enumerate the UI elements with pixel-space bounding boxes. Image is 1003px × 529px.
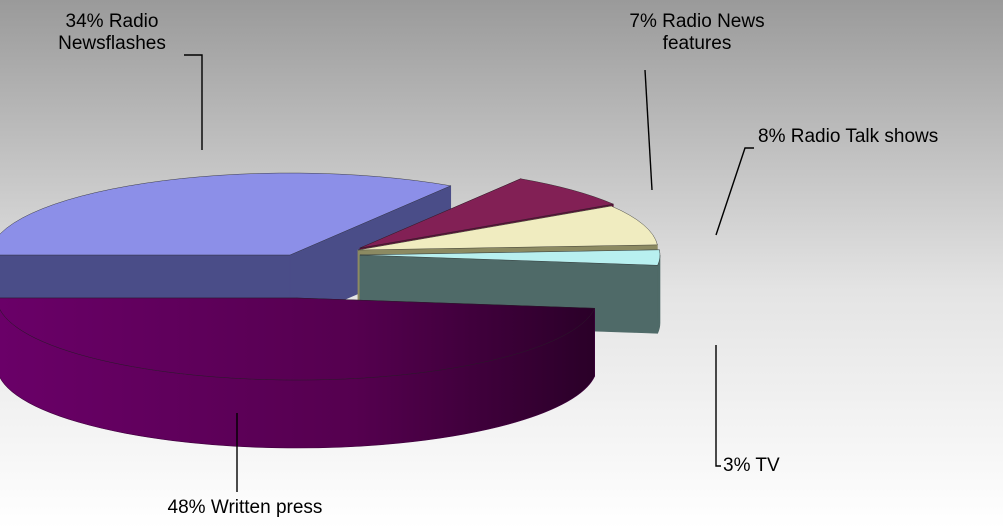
pie-slice-newsflash-top [0,172,452,256]
slice-labels: 34% Radio Newsflashes 7% Radio News feature… [58,11,938,518]
pie-slice-written-top [0,297,595,381]
slice-label-features-line-0: 7% Radio News [629,11,764,32]
slice-label-features-line-1: features [663,33,732,54]
leader-lines [184,54,754,492]
pie-slices [0,172,661,449]
leader-line-features [644,69,653,191]
slice-label-talk-line-0: 8% Radio Talk shows [758,126,938,147]
leader-line-tv [715,345,721,467]
leader-line-talk [715,147,754,236]
slice-label-tv-line-0: 3% TV [723,455,780,476]
leader-line-newsflash [184,54,203,150]
pie-slice-features-top [359,178,614,249]
slice-label-features: 7% Radio News features [629,11,764,54]
slice-label-newsflash: 34% Radio Newsflashes [58,11,166,54]
slice-label-tv: 3% TV [723,455,780,476]
pie-slice-written [0,297,595,449]
slice-label-newsflash-line-0: 34% Radio [66,11,159,32]
slice-label-written: 48% Written press [168,497,323,518]
pie-slice-tv-top [359,249,661,266]
slice-label-written-line-0: 48% Written press [168,497,323,518]
slice-label-newsflash-line-1: Newsflashes [58,33,166,54]
pie-slice-tv-edge [657,254,661,334]
slice-label-talk: 8% Radio Talk shows [758,126,938,147]
pie-slice-talk-top [357,205,658,251]
